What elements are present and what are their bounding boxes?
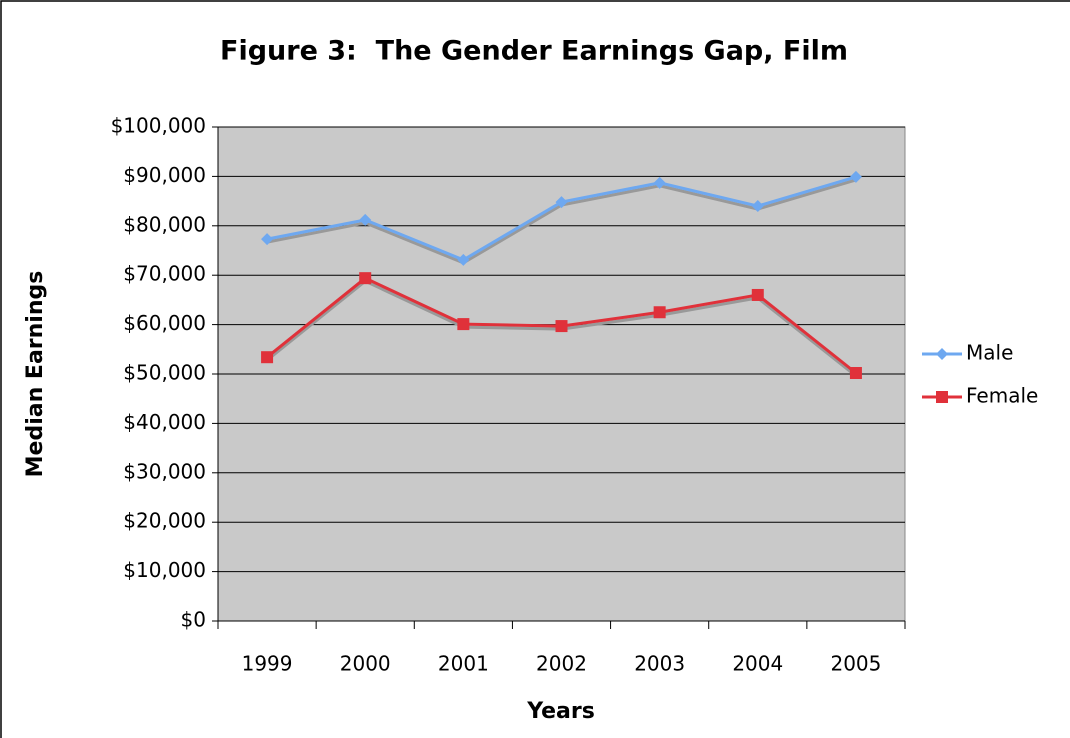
y-tick-label: $60,000 [123, 311, 206, 335]
y-tick-label: $100,000 [111, 114, 206, 138]
x-tick-label: 2005 [830, 652, 881, 676]
legend-marker [936, 391, 948, 403]
point-marker [555, 196, 568, 209]
y-tick-label: $50,000 [123, 361, 206, 385]
y-tick-label: $90,000 [123, 163, 206, 187]
point-marker [261, 351, 274, 364]
y-tick-label: $0 [181, 608, 206, 632]
y-tick-label: $40,000 [123, 410, 206, 434]
point-marker [359, 272, 372, 285]
y-tick-label: $70,000 [123, 262, 206, 286]
y-tick-label: $30,000 [123, 459, 206, 483]
point-marker [457, 318, 470, 331]
chart-title: Figure 3: The Gender Earnings Gap, Film [220, 36, 848, 67]
legend-label: Female [966, 384, 1038, 408]
x-tick-label: 2002 [536, 652, 587, 676]
y-tick-label: $20,000 [123, 509, 206, 533]
x-tick-label: 2004 [732, 652, 783, 676]
point-marker [261, 233, 274, 246]
point-marker [359, 213, 372, 226]
point-marker [751, 288, 764, 301]
x-axis-title: Years [526, 699, 595, 724]
y-axis-title: Median Earnings [23, 271, 48, 478]
point-marker [751, 200, 764, 213]
x-tick-label: 2003 [634, 652, 685, 676]
legend-label: Male [966, 341, 1013, 365]
y-tick-label: $10,000 [123, 558, 206, 582]
point-marker [849, 367, 862, 380]
point-marker [457, 253, 470, 266]
point-marker [653, 306, 666, 319]
x-tick-label: 2001 [438, 652, 489, 676]
x-tick-label: 1999 [242, 652, 293, 676]
x-tick-label: 2000 [340, 652, 391, 676]
y-tick-label: $80,000 [123, 212, 206, 236]
legend-marker [936, 348, 948, 360]
point-marker [653, 176, 666, 189]
point-marker [849, 170, 862, 183]
point-marker [555, 320, 568, 333]
